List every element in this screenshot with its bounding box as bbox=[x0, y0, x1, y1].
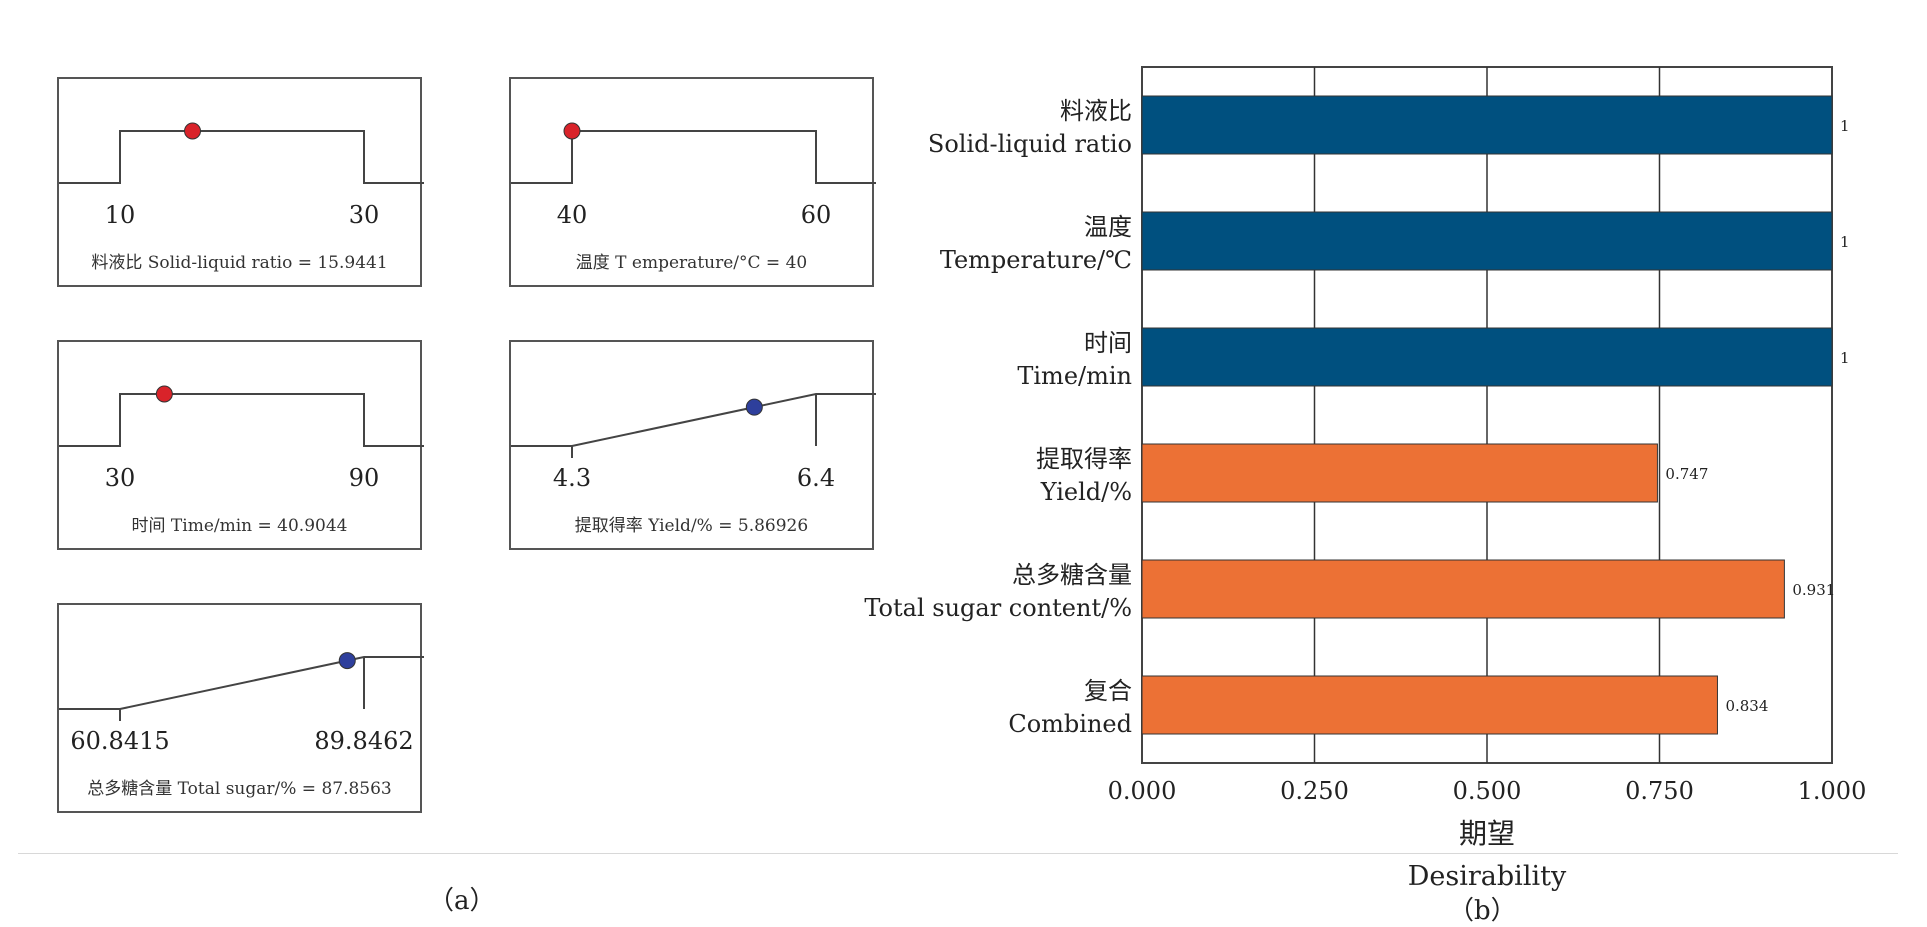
x-tick-label: 0.500 bbox=[1453, 777, 1522, 805]
x-tick-label: 0.250 bbox=[1280, 777, 1349, 805]
ramp-line bbox=[59, 130, 424, 184]
ramp-high-label: 60 bbox=[800, 201, 832, 229]
x-axis-title-zh: 期望 bbox=[1459, 817, 1515, 850]
bar bbox=[1141, 95, 1833, 155]
ramp-caption: 总多糖含量 Total sugar/% = 87.8563 bbox=[87, 779, 392, 799]
x-tick-label: 1.000 bbox=[1798, 777, 1867, 805]
ramp-high-label: 89.8462 bbox=[314, 727, 414, 755]
category-label-zh: 提取得率 bbox=[1036, 445, 1132, 473]
ramp-marker bbox=[155, 385, 173, 403]
ramp-marker bbox=[745, 398, 763, 416]
divider-line bbox=[18, 853, 1898, 854]
panel-a-label: （a） bbox=[428, 886, 496, 916]
category-label-en: Total sugar content/% bbox=[864, 594, 1132, 622]
category-label-en: Time/min bbox=[1017, 362, 1132, 390]
ramp-plot bbox=[59, 385, 424, 447]
ramp-plot bbox=[59, 122, 424, 184]
bar bbox=[1141, 675, 1718, 735]
ramp-box: 10 30 料液比 Solid-liquid ratio = 15.9441 bbox=[57, 77, 424, 287]
x-tick-label: 0.750 bbox=[1625, 777, 1694, 805]
panel-b-label: （b） bbox=[1448, 896, 1517, 926]
ramp-line bbox=[511, 393, 876, 447]
ramp-low-label: 40 bbox=[556, 201, 588, 229]
bar-value-label: 1 bbox=[1840, 349, 1850, 367]
bar bbox=[1141, 559, 1785, 619]
ramp-box: 40 60 温度 T emperature/°C = 40 bbox=[509, 77, 876, 287]
ramp-low-label: 60.8415 bbox=[70, 727, 170, 755]
category-label-zh: 料液比 bbox=[1060, 97, 1132, 125]
ramp-caption: 时间 Time/min = 40.9044 bbox=[131, 516, 348, 536]
category-label-zh: 温度 bbox=[1084, 213, 1132, 241]
category-label-en: Yield/% bbox=[1040, 478, 1132, 506]
ramp-high-label: 6.4 bbox=[796, 464, 836, 492]
bar-value-label: 0.747 bbox=[1665, 465, 1708, 483]
ramp-low-label: 30 bbox=[104, 464, 136, 492]
ramp-line bbox=[511, 130, 876, 184]
ramp-caption: 提取得率 Yield/% = 5.86926 bbox=[574, 516, 809, 536]
category-label-zh: 复合 bbox=[1084, 677, 1132, 705]
ramp-line bbox=[59, 656, 424, 710]
ramp-marker bbox=[184, 122, 202, 140]
category-label-en: Solid-liquid ratio bbox=[928, 130, 1132, 158]
bar-value-label: 0.931 bbox=[1792, 581, 1835, 599]
ramp-high-label: 90 bbox=[348, 464, 380, 492]
ramp-low-label: 4.3 bbox=[552, 464, 592, 492]
bar-value-label: 1 bbox=[1840, 233, 1850, 251]
category-label-zh: 时间 bbox=[1084, 329, 1132, 357]
category-label-zh: 总多糖含量 bbox=[1012, 561, 1132, 589]
ramp-high-label: 30 bbox=[348, 201, 380, 229]
category-label-en: Combined bbox=[1008, 710, 1132, 738]
x-tick-label: 0.000 bbox=[1108, 777, 1177, 805]
ramp-box: 60.8415 89.8462 总多糖含量 Total sugar/% = 87.8… bbox=[57, 603, 424, 813]
bar bbox=[1141, 327, 1833, 387]
ramp-box: 30 90 时间 Time/min = 40.9044 bbox=[57, 340, 424, 550]
bar bbox=[1141, 443, 1658, 503]
bar-value-label: 0.834 bbox=[1725, 697, 1768, 715]
ramp-plot bbox=[511, 122, 876, 184]
ramp-caption: 温度 T emperature/°C = 40 bbox=[575, 253, 808, 273]
ramp-plot bbox=[511, 393, 876, 458]
x-axis-title-en: Desirability bbox=[1408, 861, 1567, 892]
bar bbox=[1141, 211, 1833, 271]
bar-value-label: 1 bbox=[1840, 117, 1850, 135]
ramp-line bbox=[59, 393, 424, 447]
category-label-en: Temperature/℃ bbox=[940, 246, 1132, 274]
ramp-low-label: 10 bbox=[104, 201, 136, 229]
ramp-marker bbox=[338, 652, 356, 670]
ramp-plot bbox=[59, 652, 424, 721]
ramp-box: 4.3 6.4 提取得率 Yield/% = 5.86926 bbox=[509, 340, 876, 550]
ramp-marker bbox=[563, 122, 581, 140]
ramp-caption: 料液比 Solid-liquid ratio = 15.9441 bbox=[91, 253, 388, 273]
